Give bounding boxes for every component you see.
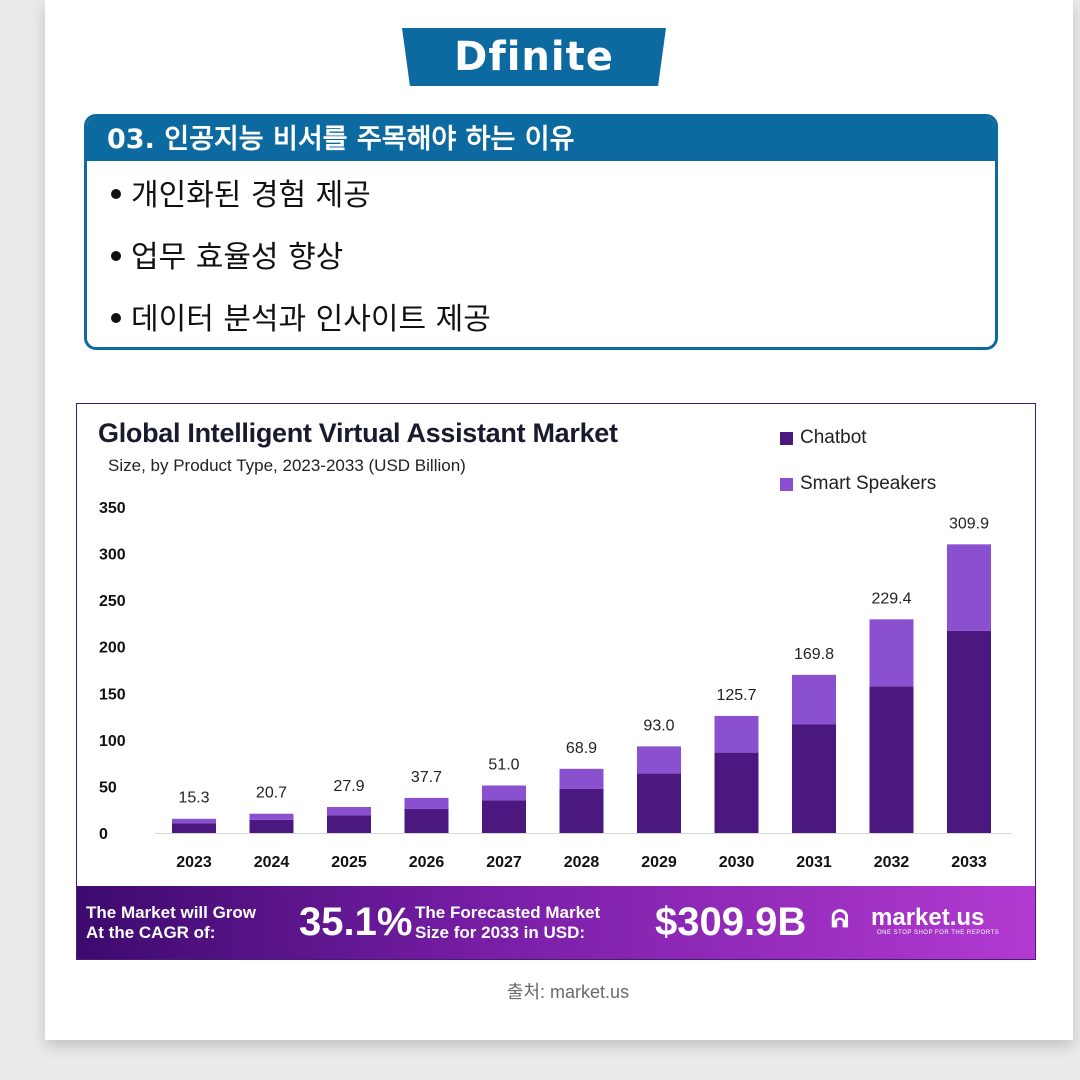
forecast-label-line: Size for 2033 in USD: xyxy=(415,923,586,942)
cagr-label: The Market will Grow At the CAGR of: xyxy=(86,903,256,943)
info-item: 업무 효율성 향상 xyxy=(111,223,995,285)
y-tick-label: 0 xyxy=(99,826,108,843)
legend-swatch xyxy=(780,431,793,445)
data-label: 125.7 xyxy=(716,687,756,704)
forecast-label: The Forecasted Market Size for 2033 in U… xyxy=(415,903,600,943)
info-header: 03. 인공지능 비서를 주목해야 하는 이유 xyxy=(87,117,995,161)
bar-chatbot xyxy=(172,823,216,833)
brand-logo-text: Dfinite xyxy=(454,34,614,80)
cagr-label-line: At the CAGR of: xyxy=(86,923,216,942)
y-tick-label: 150 xyxy=(99,686,126,703)
x-tick-label: 2029 xyxy=(641,854,677,871)
y-tick-label: 350 xyxy=(99,500,126,517)
bar-chatbot xyxy=(482,800,526,833)
bar-chatbot xyxy=(947,630,991,833)
bar-chatbot xyxy=(637,773,681,833)
data-label: 68.9 xyxy=(566,740,597,757)
data-label: 20.7 xyxy=(256,785,287,802)
forecast-value: $309.9B xyxy=(655,900,807,944)
x-tick-label: 2024 xyxy=(254,854,290,871)
bar-chatbot xyxy=(327,815,371,833)
data-label: 309.9 xyxy=(949,515,989,532)
y-tick-label: 100 xyxy=(99,733,126,750)
market-us-logo-icon: ᕱ xyxy=(831,906,849,933)
x-tick-label: 2033 xyxy=(951,854,987,871)
cagr-label-line: The Market will Grow xyxy=(86,903,257,922)
data-label: 229.4 xyxy=(871,590,911,607)
bar-smart-speakers xyxy=(327,807,371,816)
x-tick-label: 2027 xyxy=(486,854,522,871)
bar-smart-speakers xyxy=(482,785,526,801)
chart-card: 0 50 100 150 200 250 300 350 15.3 2023 20.7 2024 27.… xyxy=(76,403,1036,960)
y-tick-label: 200 xyxy=(99,640,126,657)
bar-chatbot xyxy=(714,752,759,833)
x-tick-label: 2025 xyxy=(331,854,367,871)
bar-smart-speakers xyxy=(404,797,449,809)
brand-logo: Dfinite xyxy=(402,28,666,86)
market-us-tagline: ONE STOP SHOP FOR THE REPORTS xyxy=(877,930,1000,936)
chart-plot: 0 50 100 150 200 250 300 350 15.3 2023 20.7 2024 27.… xyxy=(99,500,1012,871)
legend-label: Smart Speakers xyxy=(800,473,937,494)
cagr-value: 35.1% xyxy=(299,900,413,944)
bar-smart-speakers xyxy=(869,619,914,687)
legend-item-smart-speakers: Smart Speakers xyxy=(780,472,936,496)
bar-chatbot xyxy=(792,724,836,833)
forecast-label-line: The Forecasted Market xyxy=(415,903,601,922)
data-label: 15.3 xyxy=(178,790,209,807)
info-item: 데이터 분석과 인사이트 제공 xyxy=(111,285,995,347)
bar-chatbot xyxy=(559,788,604,833)
y-tick-label: 300 xyxy=(99,547,126,564)
y-tick-label: 50 xyxy=(99,779,117,796)
bar-chatbot xyxy=(249,819,294,833)
bar-smart-speakers xyxy=(714,715,759,753)
bar-smart-speakers xyxy=(559,768,604,789)
x-tick-label: 2023 xyxy=(176,854,212,871)
info-list: 개인화된 경험 제공 업무 효율성 향상 데이터 분석과 인사이트 제공 xyxy=(87,161,995,347)
bar-smart-speakers xyxy=(249,813,294,820)
bar-chatbot xyxy=(404,808,449,833)
x-tick-label: 2028 xyxy=(564,854,600,871)
info-item: 개인화된 경험 제공 xyxy=(111,161,995,223)
chart-legend: Chatbot Smart Speakers xyxy=(780,426,936,518)
x-tick-label: 2026 xyxy=(409,854,445,871)
y-tick-label: 250 xyxy=(99,593,126,610)
legend-item-chatbot: Chatbot xyxy=(780,426,936,450)
source-caption: 출처: market.us xyxy=(506,982,630,1002)
chart-title: Global Intelligent Virtual Assistant Mar… xyxy=(98,418,618,448)
info-card: 03. 인공지능 비서를 주목해야 하는 이유 개인화된 경험 제공 업무 효율… xyxy=(84,114,998,350)
data-label: 93.0 xyxy=(643,717,674,734)
bar-smart-speakers xyxy=(792,674,836,725)
data-label: 51.0 xyxy=(488,756,519,773)
data-label: 27.9 xyxy=(333,778,364,795)
bar-smart-speakers xyxy=(947,544,991,631)
legend-swatch xyxy=(780,477,793,491)
data-label: 169.8 xyxy=(794,646,834,663)
bar-smart-speakers xyxy=(637,746,681,774)
market-us-brand: market.us xyxy=(871,904,985,931)
legend-label: Chatbot xyxy=(800,427,867,448)
x-tick-label: 2032 xyxy=(874,854,910,871)
data-label: 37.7 xyxy=(411,769,442,786)
x-tick-label: 2030 xyxy=(719,854,755,871)
summary-banner: The Market will Grow At the CAGR of: 35.… xyxy=(77,886,1035,959)
bar-chatbot xyxy=(869,686,914,833)
x-tick-label: 2031 xyxy=(796,854,832,871)
chart-subtitle: Size, by Product Type, 2023-2033 (USD Bi… xyxy=(108,456,466,475)
bar-smart-speakers xyxy=(172,818,216,824)
